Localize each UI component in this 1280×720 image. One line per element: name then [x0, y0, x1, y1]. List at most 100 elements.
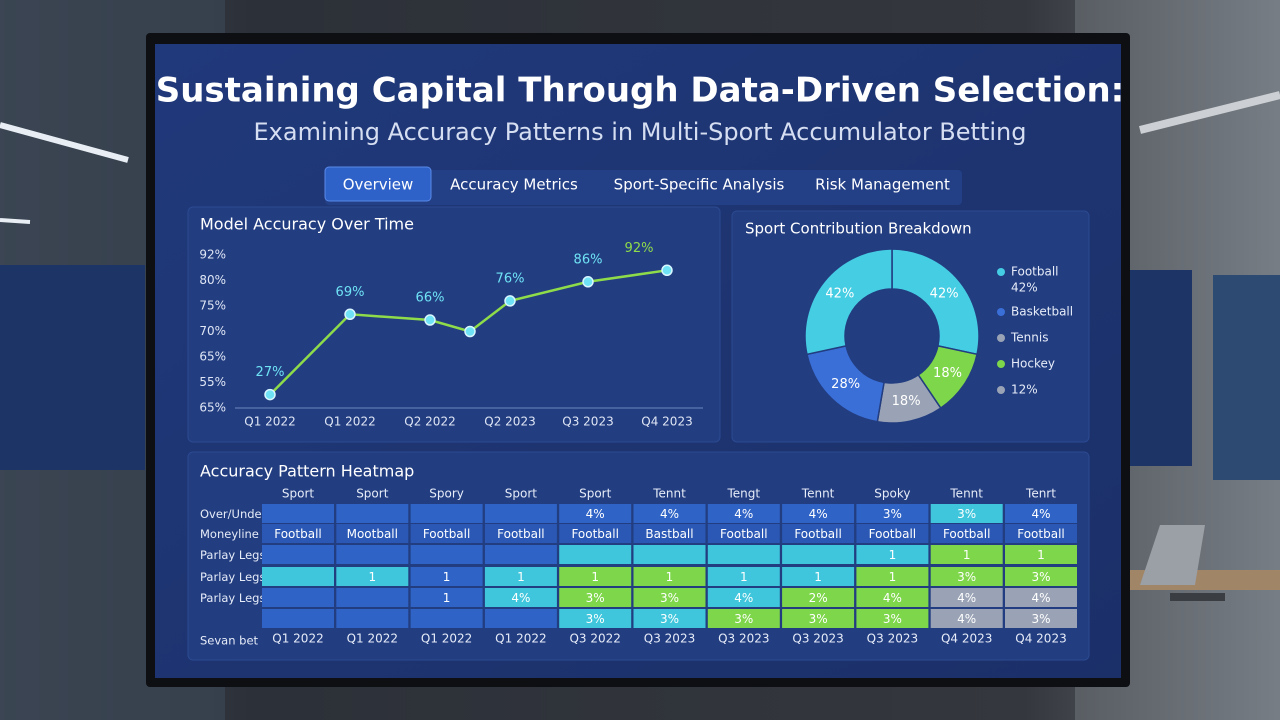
- legend-label: 12%: [1011, 383, 1038, 397]
- period-label: Q3 2022: [569, 632, 620, 646]
- heatmap-cell: [707, 609, 780, 628]
- heatmap-cell: [262, 524, 334, 543]
- data-label: 76%: [496, 271, 525, 286]
- cell-text: 4%: [957, 612, 976, 626]
- data-label: 27%: [256, 365, 285, 380]
- heatmap-cell: [559, 567, 632, 586]
- legend-label: Football: [1011, 265, 1059, 279]
- cell-text: Football: [943, 527, 991, 541]
- cell-text: 1: [443, 570, 451, 584]
- heatmap-cell: [262, 588, 334, 607]
- heatmap-cell: [856, 588, 929, 607]
- legend-swatch: [997, 334, 1005, 342]
- heatmap-cell: [262, 609, 334, 628]
- heatmap-cell: [336, 567, 409, 586]
- dashboard-subtitle: Examining Accuracy Patterns in Multi-Spo…: [254, 118, 1027, 146]
- cell-text: 4%: [734, 591, 753, 605]
- column-header: Sport: [579, 487, 612, 501]
- x-axis-label: Q1 2022: [244, 415, 295, 429]
- heatmap-cell: [559, 588, 632, 607]
- cell-text: 1: [517, 570, 525, 584]
- cell-text: 4%: [1031, 591, 1050, 605]
- legend-swatch: [997, 386, 1005, 394]
- heatmap-cell: [559, 545, 632, 564]
- cell-text: Football: [571, 527, 619, 541]
- cell-text: 3%: [883, 612, 902, 626]
- heatmap-cell: [336, 524, 409, 543]
- tab[interactable]: Sport-Specific Analysis: [614, 176, 785, 194]
- heatmap-cell: [782, 545, 855, 564]
- cell-text: 3%: [586, 591, 605, 605]
- y-axis-label: 80%: [199, 273, 226, 287]
- cell-text: 1: [740, 570, 748, 584]
- heatmap-cell: [336, 504, 409, 523]
- heatmap-cell: [856, 524, 929, 543]
- cell-text: 3%: [734, 612, 753, 626]
- heatmap-cell: [1005, 524, 1077, 543]
- heatmap-cell: [1005, 588, 1077, 607]
- heatmap-cell: [633, 545, 706, 564]
- heatmap-cell: [484, 567, 557, 586]
- column-header: Tennt: [652, 487, 686, 501]
- heatmap-cell: [1005, 567, 1077, 586]
- point-marker: [264, 388, 276, 401]
- heatmap-cell: [484, 504, 557, 523]
- x-axis-label: Q2 2023: [484, 415, 535, 429]
- period-label: Q1 2022: [421, 632, 472, 646]
- cell-text: 1: [1037, 548, 1045, 562]
- heatmap-cell: [856, 504, 929, 523]
- tab-bar: [325, 170, 962, 205]
- desk-item: [1170, 593, 1225, 601]
- point-marker: [464, 325, 476, 338]
- heatmap-cell: [559, 609, 632, 628]
- heatmap-cell: [707, 504, 780, 523]
- cell-text: 2%: [809, 591, 828, 605]
- tab[interactable]: Risk Management: [815, 176, 950, 194]
- heatmap-cell: [559, 504, 632, 523]
- legend-swatch: [997, 268, 1005, 276]
- legend-label: Basketball: [1011, 305, 1073, 319]
- heatmap-cell: [410, 567, 483, 586]
- cell-text: 3%: [957, 507, 976, 521]
- cell-text: 1: [889, 570, 897, 584]
- cell-text: 1: [666, 570, 674, 584]
- tab-active[interactable]: [324, 166, 432, 202]
- heatmap-cell: [1005, 545, 1077, 564]
- row-label: Parlay Legs: [200, 591, 265, 605]
- column-header: Sport: [282, 487, 315, 501]
- side-screen: [1130, 270, 1192, 466]
- heatmap-cell: [782, 524, 855, 543]
- heatmap-cell: [484, 545, 557, 564]
- heatmap-cell: [930, 588, 1003, 607]
- cell-text: Football: [274, 527, 322, 541]
- cell-text: Football: [497, 527, 545, 541]
- heatmap-cell: [262, 567, 334, 586]
- x-axis-label: Q2 2022: [404, 415, 455, 429]
- data-label: 66%: [416, 291, 445, 306]
- cell-text: 1: [963, 548, 971, 562]
- heatmap-cell: [930, 545, 1003, 564]
- data-label: 86%: [574, 252, 603, 267]
- cell-text: 3%: [660, 591, 679, 605]
- cell-text: 3%: [883, 507, 902, 521]
- heatmap-cell: [707, 524, 780, 543]
- tab[interactable]: Accuracy Metrics: [450, 176, 578, 194]
- segment-label: 42%: [825, 286, 854, 301]
- period-label: Q3 2023: [792, 632, 843, 646]
- period-label: Q4 2023: [941, 632, 992, 646]
- laptop: [1140, 525, 1205, 585]
- column-header: Spoky: [874, 487, 910, 501]
- cell-text: Bastball: [645, 527, 693, 541]
- legend-swatch: [997, 360, 1005, 368]
- period-label: Q4 2023: [1015, 632, 1066, 646]
- cell-text: 4%: [809, 507, 828, 521]
- y-axis-label: 65%: [199, 350, 226, 364]
- heatmap-cell: [410, 588, 483, 607]
- cell-text: 1: [443, 591, 451, 605]
- tab[interactable]: Overview: [343, 176, 414, 194]
- cell-text: 3%: [809, 612, 828, 626]
- legend-detail: 42%: [1011, 281, 1038, 295]
- cell-text: 1: [889, 548, 897, 562]
- heatmap-cell: [559, 524, 632, 543]
